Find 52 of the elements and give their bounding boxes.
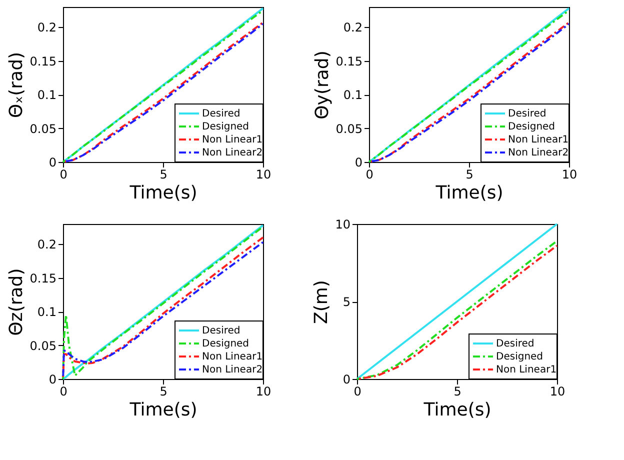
y-tick-label: 0.2	[37, 20, 56, 35]
legend-label: Non Linear2	[508, 148, 569, 158]
y-tick-label: 0	[48, 372, 56, 386]
y-tick-label: 0	[354, 156, 362, 170]
y-axis-title: Z(m)	[311, 280, 332, 324]
y-tick-label: 0.05	[336, 122, 362, 136]
legend-label: Desired	[508, 108, 546, 120]
legend-label: Non Linear1	[508, 134, 569, 146]
legend-label: Non Linear1	[496, 364, 557, 376]
x-tick-label: 5	[454, 384, 462, 398]
legend-label: Designed	[202, 122, 250, 132]
legend-label: Non Linear1	[202, 352, 263, 362]
y-tick-label: 0	[342, 372, 350, 386]
x-tick-label: 0	[366, 168, 374, 182]
x-tick-label: 10	[562, 168, 578, 182]
x-axis-title: Time(s)	[128, 400, 198, 420]
x-tick-label: 0	[60, 168, 68, 182]
legend-label: Non Linear2	[202, 148, 263, 158]
x-axis-title: Time(s)	[434, 182, 504, 204]
y-tick-label: 0	[48, 156, 56, 170]
legend-label: Designed	[496, 352, 544, 362]
legend-label: Non Linear2	[202, 364, 263, 376]
y-tick-label: 10	[335, 218, 350, 232]
y-axis-title: Θy(rad)	[312, 50, 333, 120]
legend-label: Desired	[202, 326, 240, 336]
x-tick-label: 10	[256, 168, 272, 182]
y-tick-label: 0.15	[30, 54, 56, 68]
legend-label: Non Linear1	[202, 134, 263, 146]
y-tick-label: 0.15	[30, 271, 56, 286]
x-tick-label: 10	[256, 384, 272, 398]
y-axis-title: Θₓ(rad)	[6, 52, 27, 118]
legend-label: Desired	[496, 338, 534, 350]
y-tick-label: 0.2	[37, 238, 56, 252]
x-axis-title: Time(s)	[422, 400, 492, 420]
legend-label: Designed	[202, 338, 250, 350]
y-tick-label: 0.1	[37, 88, 56, 102]
x-tick-label: 5	[160, 384, 168, 398]
y-tick-label: 0.1	[343, 88, 362, 102]
x-axis-title: Time(s)	[128, 182, 198, 204]
y-tick-label: 0.2	[343, 20, 362, 35]
y-tick-label: 0.15	[336, 54, 362, 68]
legend-label: Designed	[508, 122, 556, 132]
x-tick-label: 5	[466, 168, 474, 182]
x-tick-label: 0	[60, 384, 68, 398]
y-tick-label: 0.1	[37, 305, 56, 320]
x-tick-label: 5	[160, 168, 168, 182]
y-tick-label: 0.05	[30, 338, 56, 353]
x-tick-label: 10	[550, 384, 566, 398]
legend-label: Desired	[202, 108, 240, 120]
y-axis-title: Θz(rad)	[6, 268, 27, 336]
y-tick-label: 5	[342, 295, 350, 309]
y-tick-label: 0.05	[30, 122, 56, 136]
